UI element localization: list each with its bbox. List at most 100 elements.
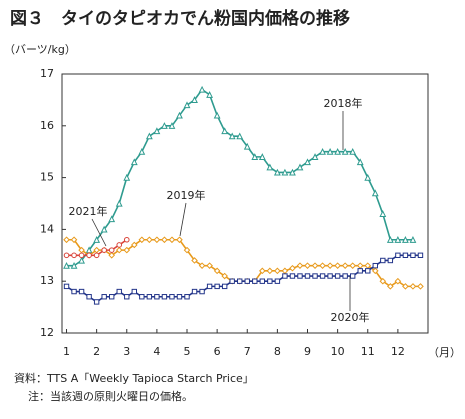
marker	[281, 168, 289, 176]
marker	[176, 111, 183, 119]
marker	[410, 252, 416, 259]
marker	[63, 283, 70, 290]
marker	[312, 273, 318, 279]
x-tick-label: 4	[153, 345, 160, 358]
marker	[372, 262, 378, 269]
marker	[357, 268, 363, 274]
y-tick-label: 17	[40, 67, 54, 80]
marker	[341, 262, 349, 269]
marker	[214, 283, 220, 290]
marker	[93, 299, 100, 305]
marker	[326, 262, 334, 269]
marker	[161, 122, 168, 129]
marker	[131, 288, 137, 295]
marker	[138, 147, 146, 155]
marker	[356, 262, 364, 269]
x-tick-label: 10	[331, 345, 345, 358]
plot-frame	[61, 73, 429, 334]
marker	[213, 111, 221, 119]
marker	[387, 283, 394, 290]
x-tick-label: 12	[391, 345, 405, 358]
annotation-leader	[91, 218, 107, 247]
marker	[93, 252, 100, 259]
marker	[63, 252, 70, 259]
marker	[191, 257, 198, 264]
y-tick-label: 14	[40, 222, 54, 235]
marker	[101, 247, 107, 253]
marker	[244, 278, 250, 284]
marker	[402, 252, 409, 259]
source: 資料：TTS A「Weekly Tapioca Starch Price」	[14, 371, 254, 385]
marker	[229, 278, 235, 284]
marker	[417, 252, 424, 259]
marker	[116, 242, 123, 248]
marker	[123, 173, 131, 181]
marker	[184, 294, 190, 300]
x-tick-label: 2	[93, 345, 100, 358]
marker	[221, 127, 229, 135]
y-tick-label: 16	[40, 119, 54, 132]
marker	[206, 262, 213, 269]
marker	[296, 163, 304, 171]
marker	[109, 294, 115, 300]
marker	[63, 261, 70, 269]
marker	[183, 101, 191, 109]
marker	[146, 294, 153, 300]
marker	[342, 273, 348, 279]
marker	[199, 288, 205, 295]
marker	[266, 267, 274, 275]
marker	[409, 236, 417, 243]
y-axis-label: （バーツ/kg）	[4, 43, 76, 56]
marker	[259, 278, 266, 284]
marker	[364, 173, 372, 181]
marker	[206, 91, 214, 98]
marker	[124, 294, 130, 300]
marker	[319, 147, 326, 155]
series-label: 2020年	[331, 310, 370, 324]
marker	[267, 278, 273, 284]
marker	[386, 236, 394, 243]
marker	[78, 288, 85, 295]
x-tick-label: 7	[244, 345, 251, 358]
marker	[71, 252, 77, 259]
marker	[365, 268, 371, 274]
marker	[304, 158, 311, 166]
marker	[78, 256, 85, 264]
marker	[191, 96, 198, 103]
note: 注：当該週の原則火曜日の価格。	[28, 389, 193, 403]
marker	[168, 236, 176, 244]
marker	[349, 147, 357, 155]
marker	[327, 273, 333, 279]
marker	[176, 236, 183, 244]
marker	[130, 241, 138, 249]
marker	[304, 262, 311, 269]
marker	[402, 283, 409, 290]
marker	[101, 294, 107, 300]
marker	[251, 153, 259, 160]
marker	[341, 147, 349, 155]
marker	[258, 153, 266, 160]
marker	[379, 277, 387, 285]
marker	[213, 267, 221, 275]
x-tick-label: 6	[214, 345, 221, 358]
marker	[282, 273, 288, 279]
marker	[356, 158, 364, 166]
marker	[289, 168, 296, 176]
chart-title: 図３ タイのタピオカでん粉国内価格の推移	[10, 8, 350, 29]
marker	[130, 158, 138, 166]
marker	[311, 153, 319, 160]
marker	[115, 246, 123, 254]
marker	[289, 264, 296, 272]
annotation-leader	[179, 202, 187, 237]
marker	[296, 262, 304, 269]
marker	[349, 273, 356, 279]
marker	[153, 236, 161, 244]
x-axis-label: （月）	[428, 346, 461, 359]
marker	[237, 278, 243, 284]
marker	[319, 262, 326, 269]
marker	[401, 236, 409, 243]
marker	[100, 225, 108, 233]
marker	[395, 252, 401, 259]
x-tick-label: 8	[274, 345, 281, 358]
